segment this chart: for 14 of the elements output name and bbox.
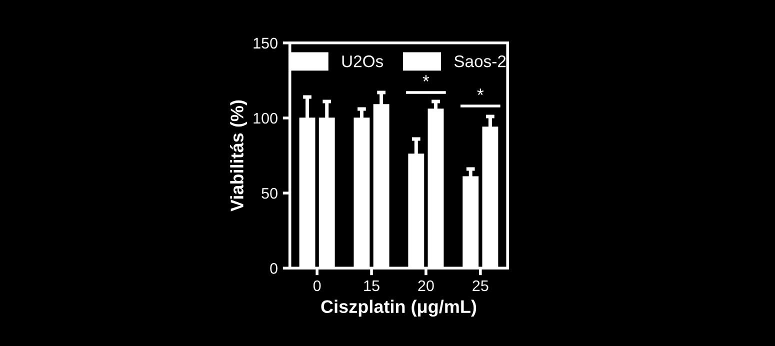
x-axis-title: Ciszplatin (μg/mL) <box>321 300 476 317</box>
x-tick-label: 0 <box>313 280 321 292</box>
y-tick-label: 100 <box>254 112 278 124</box>
annotation: * <box>422 75 430 82</box>
y-tick-label: 150 <box>254 38 278 49</box>
y-tick-label: 50 <box>262 188 278 199</box>
x-tick-label: 25 <box>472 280 488 292</box>
annotation: * <box>477 88 484 96</box>
y-tick-label: 0 <box>270 263 278 274</box>
legend-label: U2Os <box>342 55 384 68</box>
legend-label: Saos-2 <box>454 55 506 68</box>
x-tick-label: 15 <box>364 280 380 292</box>
x-tick-label: 20 <box>418 280 434 292</box>
y-axis-title: Viabilitás (%) <box>230 100 247 212</box>
